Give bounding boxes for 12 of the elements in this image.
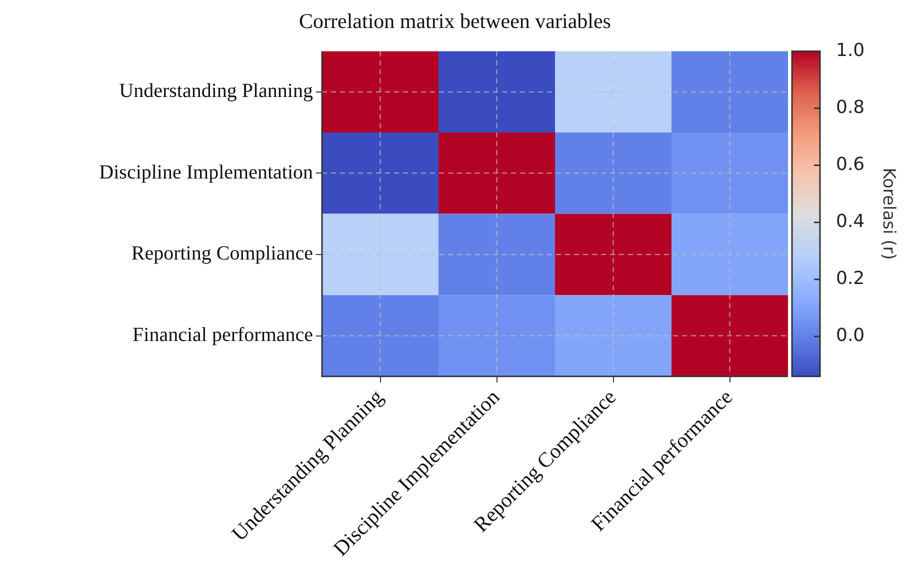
- chart-title: Correlation matrix between variables: [299, 9, 611, 34]
- color-bar-label: 0.0: [836, 325, 865, 346]
- color-bar-label: 0.2: [836, 268, 865, 290]
- y-tick-label: Reporting Compliance: [131, 242, 314, 265]
- y-tick-label: Discipline Implementation: [99, 161, 313, 184]
- color-bar-title: Korelasi (r): [878, 168, 898, 260]
- color-bar-label: 0.4: [836, 211, 865, 232]
- color-bar-label: 0.8: [836, 96, 865, 118]
- y-tick-label: Financial performance: [132, 324, 314, 346]
- color-bar-label: 1.0: [836, 40, 865, 61]
- y-tick-label: Understanding Planning: [119, 80, 313, 102]
- color-bar-label: 0.6: [836, 154, 865, 175]
